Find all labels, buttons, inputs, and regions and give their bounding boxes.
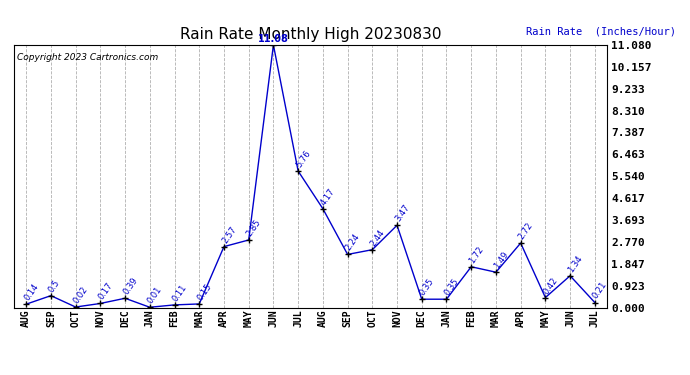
- Text: 1.49: 1.49: [492, 250, 510, 270]
- Text: 5.76: 5.76: [295, 149, 313, 169]
- Text: Rain Rate  (Inches/Hour): Rain Rate (Inches/Hour): [526, 26, 676, 36]
- Title: Rain Rate Monthly High 20230830: Rain Rate Monthly High 20230830: [180, 27, 441, 42]
- Text: 11.08: 11.08: [258, 34, 289, 44]
- Text: 2.85: 2.85: [245, 218, 263, 238]
- Text: 0.35: 0.35: [418, 277, 436, 297]
- Text: 0.14: 0.14: [23, 282, 41, 302]
- Text: 0.21: 0.21: [591, 280, 609, 301]
- Text: 0.02: 0.02: [72, 285, 90, 305]
- Text: 0.15: 0.15: [195, 282, 213, 302]
- Text: 1.72: 1.72: [468, 244, 486, 265]
- Text: Copyright 2023 Cartronics.com: Copyright 2023 Cartronics.com: [17, 53, 158, 62]
- Text: 0.35: 0.35: [443, 277, 461, 297]
- Text: 2.44: 2.44: [368, 228, 386, 248]
- Text: 0.11: 0.11: [171, 283, 189, 303]
- Text: 3.47: 3.47: [393, 203, 411, 223]
- Text: 1.34: 1.34: [566, 254, 584, 274]
- Text: 0.39: 0.39: [121, 276, 139, 296]
- Text: 0.17: 0.17: [97, 281, 115, 302]
- Text: 0.42: 0.42: [542, 276, 560, 296]
- Text: 0.5: 0.5: [47, 278, 62, 294]
- Text: 2.24: 2.24: [344, 232, 362, 252]
- Text: 4.17: 4.17: [319, 186, 337, 207]
- Text: 2.72: 2.72: [517, 221, 535, 241]
- Text: 0.01: 0.01: [146, 285, 164, 305]
- Text: 2.57: 2.57: [220, 224, 238, 245]
